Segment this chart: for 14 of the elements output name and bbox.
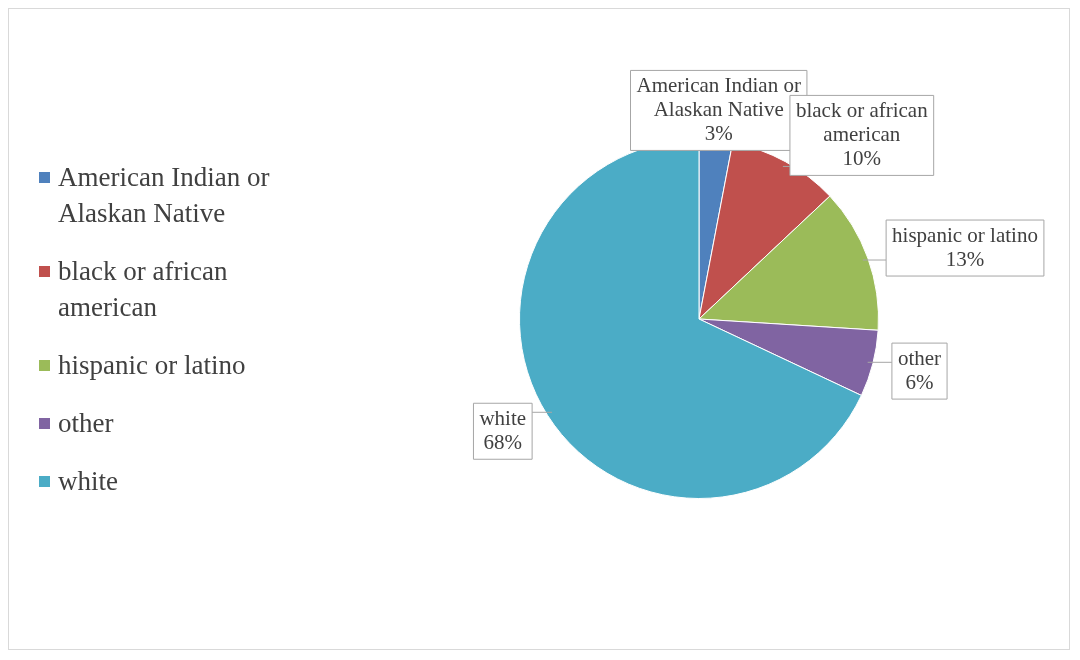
legend-label: black or african american [58, 255, 229, 324]
legend-label: white [58, 465, 119, 498]
slice-label: black or african american [795, 97, 929, 146]
data-label: 3% [704, 120, 733, 145]
slice-label: hispanic or latino [892, 222, 1038, 247]
data-label: 13% [945, 246, 985, 271]
slice-label: white [479, 405, 527, 430]
legend-label: hispanic or latino [58, 349, 247, 382]
legend-label: American Indian or Alaskan Native [58, 161, 271, 230]
slice-label: other [897, 345, 942, 370]
data-label: 6% [905, 369, 934, 394]
data-label: 68% [483, 429, 523, 454]
legend-label: other [58, 407, 115, 440]
data-label: 10% [842, 145, 882, 170]
